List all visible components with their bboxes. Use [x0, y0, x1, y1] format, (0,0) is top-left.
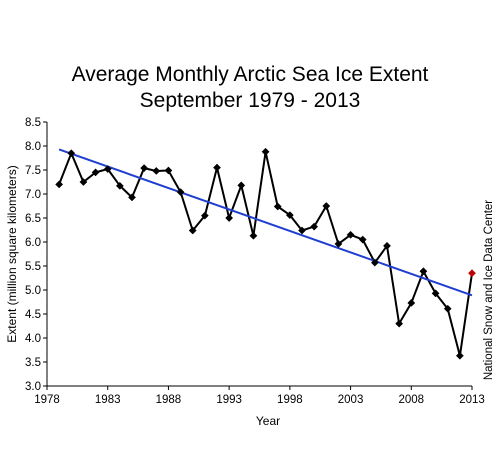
data-point [67, 149, 76, 158]
y-tick-label: 4.0 [25, 333, 41, 345]
y-tick-label: 7.0 [25, 189, 41, 201]
data-point [164, 166, 173, 175]
data-point [103, 165, 112, 173]
x-tick-label: 2013 [459, 394, 485, 406]
data-point [310, 222, 319, 231]
y-tick-label: 6.5 [25, 213, 41, 225]
data-point [115, 181, 124, 190]
data-point [395, 319, 404, 328]
data-point [407, 299, 416, 307]
data-point [176, 188, 185, 197]
x-tick-label: 1983 [95, 394, 121, 406]
data-point [383, 241, 391, 250]
x-tick-label: 2008 [398, 394, 424, 406]
data-point [91, 168, 100, 177]
y-tick-label: 5.5 [25, 261, 41, 273]
data-point-latest [468, 269, 476, 278]
y-tick-label: 7.5 [25, 165, 41, 177]
series-lines [58, 148, 473, 357]
data-point [79, 178, 88, 186]
data-point [128, 193, 136, 202]
y-tick-label: 6.0 [25, 237, 41, 249]
data-point [237, 181, 246, 190]
data-point [431, 289, 440, 298]
data-point [455, 351, 464, 360]
data-point [419, 267, 428, 276]
trend-line [58, 148, 473, 297]
data-point [370, 258, 379, 267]
y-tick-label: 3.0 [25, 381, 41, 393]
data-point [140, 164, 149, 173]
extent-line [58, 150, 473, 357]
data-point [273, 202, 282, 211]
y-tick-label: 8.5 [25, 117, 41, 129]
ticks: 3.0 3.5 4.0 4.5 5.0 5.5 6.0 6.5 7.0 7.5 8.0 8.5 1978… [25, 117, 485, 406]
data-point [298, 226, 306, 235]
y-tick-label: 5.0 [25, 285, 41, 297]
x-tick-label: 1998 [277, 394, 303, 406]
x-tick-label: 1978 [34, 394, 60, 406]
data-point [249, 231, 258, 240]
data-point [285, 211, 294, 220]
chart-subtitle: September 1979 - 2013 [139, 89, 361, 112]
data-point [358, 235, 367, 244]
data-point [322, 202, 331, 210]
data-point [346, 230, 355, 239]
x-tick-label: 1993 [216, 394, 242, 406]
y-tick-label: 8.0 [25, 141, 41, 153]
chart-title: Average Monthly Arctic Sea Ice Extent [71, 63, 429, 86]
x-tick-label: 2003 [338, 394, 364, 406]
x-axis-label: Year [256, 414, 280, 428]
y-tick-label: 3.5 [25, 357, 41, 369]
data-point [261, 147, 270, 156]
data-point [200, 211, 209, 220]
data-point [213, 163, 221, 172]
data-point [225, 214, 234, 222]
y-axis-label: Extent (million square kilometers) [5, 165, 19, 342]
axes [46, 122, 472, 387]
x-tick-label: 1988 [156, 394, 182, 406]
data-point [334, 239, 343, 248]
source-note: National Snow and Ice Data Center [483, 200, 495, 380]
data-point [55, 180, 64, 189]
y-tick-label: 4.5 [25, 309, 41, 321]
data-point [152, 167, 161, 175]
series-points [55, 147, 476, 360]
data-point [443, 304, 452, 313]
data-point [188, 226, 197, 235]
